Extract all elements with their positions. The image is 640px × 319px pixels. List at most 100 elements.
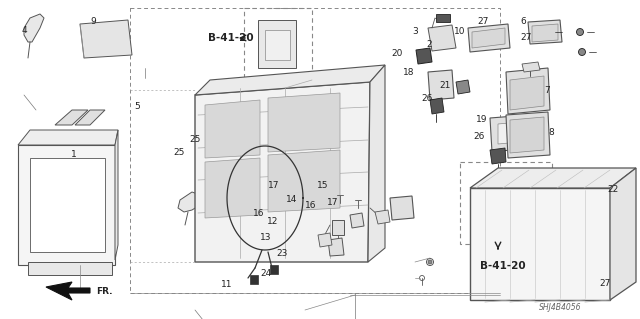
Text: 22: 22	[607, 185, 619, 194]
Polygon shape	[416, 48, 432, 64]
Text: 13: 13	[260, 233, 271, 242]
Text: 27: 27	[520, 33, 532, 42]
Bar	[460, 162, 552, 244]
Ellipse shape	[277, 167, 293, 182]
Bar	[130, 8, 500, 293]
Text: 4: 4	[22, 26, 27, 35]
Polygon shape	[46, 282, 90, 300]
Text: 16: 16	[253, 209, 265, 218]
Text: 9: 9	[90, 17, 95, 26]
Polygon shape	[375, 210, 390, 224]
Text: 25: 25	[173, 148, 185, 157]
Ellipse shape	[436, 79, 446, 91]
Polygon shape	[270, 265, 278, 274]
Polygon shape	[268, 93, 340, 152]
Polygon shape	[332, 220, 344, 235]
Text: SHJ4B4056: SHJ4B4056	[539, 303, 581, 313]
Text: 3: 3	[412, 27, 417, 36]
Polygon shape	[490, 115, 530, 152]
Polygon shape	[368, 65, 385, 262]
Polygon shape	[490, 148, 506, 164]
Polygon shape	[470, 168, 636, 188]
Polygon shape	[265, 30, 290, 60]
Text: 23: 23	[276, 249, 287, 258]
Text: 24: 24	[260, 269, 271, 278]
Ellipse shape	[492, 193, 504, 207]
Polygon shape	[258, 20, 296, 68]
Polygon shape	[522, 62, 540, 72]
Text: FR.: FR.	[96, 287, 113, 296]
Polygon shape	[115, 130, 118, 260]
Polygon shape	[30, 158, 105, 252]
Text: 27: 27	[599, 279, 611, 288]
Polygon shape	[195, 82, 370, 262]
Polygon shape	[510, 76, 544, 110]
Ellipse shape	[486, 183, 510, 209]
Polygon shape	[75, 110, 105, 125]
Text: 8: 8	[549, 128, 554, 137]
Text: 27: 27	[477, 17, 489, 26]
Polygon shape	[205, 158, 260, 218]
Text: 14: 14	[285, 195, 297, 204]
Text: 21: 21	[439, 81, 451, 90]
Polygon shape	[318, 233, 332, 247]
Text: 10: 10	[454, 27, 465, 36]
Ellipse shape	[270, 161, 300, 189]
Polygon shape	[456, 80, 470, 94]
Polygon shape	[498, 122, 520, 144]
Bar	[244, 8, 312, 80]
Polygon shape	[195, 65, 385, 95]
Polygon shape	[428, 25, 456, 51]
Polygon shape	[510, 117, 544, 153]
Polygon shape	[178, 192, 200, 212]
Ellipse shape	[396, 202, 408, 214]
Ellipse shape	[577, 28, 584, 35]
Text: 7: 7	[545, 86, 550, 95]
Text: 19: 19	[476, 115, 487, 124]
Text: 17: 17	[268, 181, 280, 189]
Polygon shape	[205, 100, 260, 158]
Polygon shape	[250, 275, 258, 284]
Polygon shape	[506, 112, 550, 158]
Polygon shape	[470, 188, 610, 300]
Text: 1: 1	[71, 150, 76, 159]
Polygon shape	[506, 68, 550, 114]
Polygon shape	[390, 196, 414, 220]
Text: 15: 15	[317, 181, 329, 189]
Text: 12: 12	[267, 217, 278, 226]
Text: B-41-20: B-41-20	[480, 261, 525, 271]
Polygon shape	[28, 262, 112, 275]
Polygon shape	[328, 238, 344, 256]
Text: 26: 26	[422, 94, 433, 103]
Ellipse shape	[332, 244, 340, 252]
Polygon shape	[18, 130, 118, 145]
Polygon shape	[532, 24, 558, 42]
Polygon shape	[350, 213, 364, 228]
Ellipse shape	[579, 48, 586, 56]
Polygon shape	[436, 14, 450, 22]
Polygon shape	[430, 98, 444, 114]
Text: 5: 5	[135, 102, 140, 111]
Text: B-41-20: B-41-20	[208, 33, 253, 43]
Text: 2: 2	[426, 40, 431, 48]
Text: 16: 16	[305, 201, 316, 210]
Polygon shape	[528, 20, 562, 44]
Polygon shape	[468, 24, 510, 52]
Ellipse shape	[545, 28, 552, 35]
Polygon shape	[80, 20, 132, 58]
Text: 17: 17	[327, 198, 339, 207]
Polygon shape	[18, 145, 115, 265]
Ellipse shape	[493, 209, 503, 219]
Polygon shape	[24, 14, 44, 42]
Ellipse shape	[428, 260, 432, 264]
Polygon shape	[610, 168, 636, 300]
Text: 25: 25	[189, 135, 201, 144]
Text: 11: 11	[221, 280, 233, 289]
Text: 26: 26	[473, 132, 484, 141]
Text: 18: 18	[403, 68, 414, 77]
Polygon shape	[268, 150, 340, 212]
Text: 6: 6	[521, 17, 526, 26]
Polygon shape	[428, 70, 454, 100]
Polygon shape	[472, 28, 505, 48]
Polygon shape	[55, 110, 88, 125]
